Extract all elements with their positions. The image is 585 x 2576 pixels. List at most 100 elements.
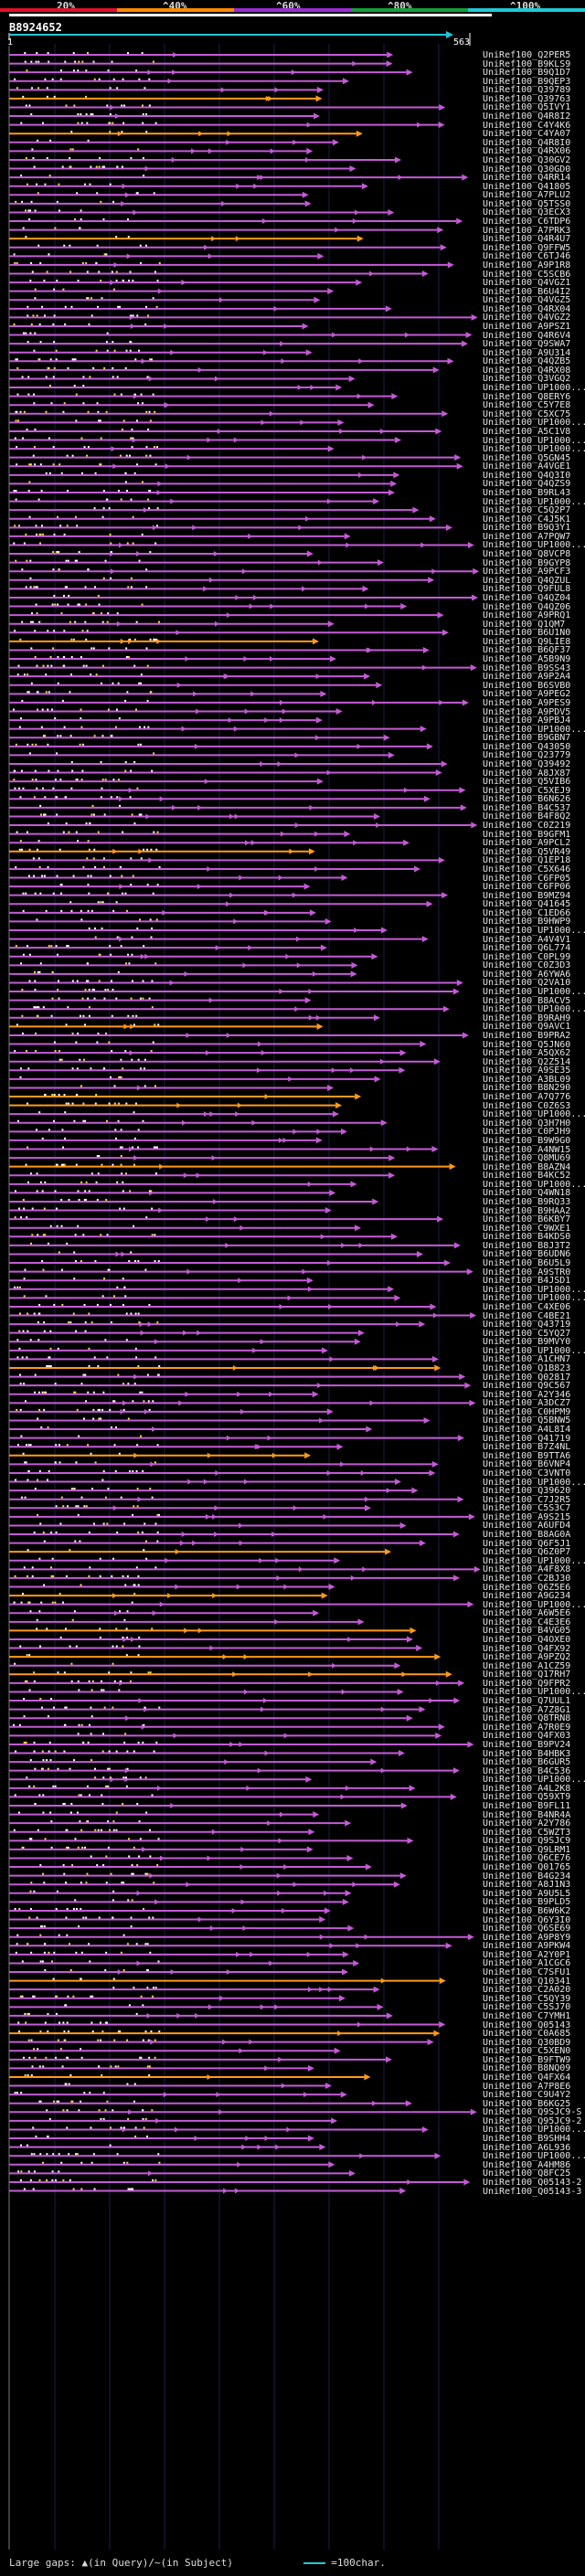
hit-label[interactable]: UniRef100_B6GUR5 <box>483 1757 571 1768</box>
hit-label[interactable]: UniRef100_Q6L774 <box>483 943 571 954</box>
hit-label[interactable]: UniRef100_Q6Y3I0 <box>483 1914 571 1925</box>
hit-label[interactable]: UniRef100_Q43719 <box>483 1320 571 1330</box>
hit-label[interactable]: UniRef100_Q4VGZ2 <box>483 313 571 323</box>
hit-label[interactable]: UniRef100_Q9SJC9-S <box>483 2107 582 2118</box>
hit-label[interactable]: UniRef100_A7R0E9 <box>483 1722 571 1733</box>
hit-label[interactable]: UniRef100_C7SFU1 <box>483 1967 571 1978</box>
hit-label[interactable]: UniRef100_B6U1N0 <box>483 628 571 639</box>
hit-label[interactable]: UniRef100_A9PBJ4 <box>483 716 571 726</box>
hit-label[interactable]: UniRef100_C2BJ30 <box>483 1573 571 1584</box>
hit-label[interactable]: UniRef100_Q2Z514 <box>483 1056 571 1067</box>
hit-label[interactable]: UniRef100_B9Q3Y1 <box>483 523 571 534</box>
hit-label[interactable]: UniRef100_UP1000... <box>483 2151 585 2162</box>
hit-label[interactable]: UniRef100_A8J1N3 <box>483 1880 571 1891</box>
hit-label[interactable]: UniRef100_B9QEP3 <box>483 76 571 87</box>
hit-label[interactable]: UniRef100_B6QF37 <box>483 645 571 656</box>
hit-label[interactable]: UniRef100_C5Q2P7 <box>483 505 571 516</box>
hit-label[interactable]: UniRef100_B9GYP8 <box>483 557 571 568</box>
hit-label[interactable]: UniRef100_A4HM86 <box>483 2159 571 2170</box>
hit-label[interactable]: UniRef100_Q9AVC1 <box>483 1022 571 1033</box>
hit-label[interactable]: UniRef100_UP1000... <box>483 1284 585 1295</box>
hit-label[interactable]: UniRef100_Q43050 <box>483 741 571 752</box>
hit-label[interactable]: UniRef100_Q4FX64 <box>483 2072 571 2083</box>
hit-label[interactable]: UniRef100_C6TDP6 <box>483 217 571 228</box>
hit-label[interactable]: UniRef100_C6FP06 <box>483 882 571 893</box>
hit-label[interactable]: UniRef100_UP1000... <box>483 1345 585 1356</box>
hit-label[interactable]: UniRef100_UP1000... <box>483 1004 585 1015</box>
hit-label[interactable]: UniRef100_A2Y346 <box>483 1389 571 1400</box>
hit-label[interactable]: UniRef100_Q6Z5E6 <box>483 1582 571 1593</box>
hit-label[interactable]: UniRef100_A5C1V8 <box>483 426 571 437</box>
hit-label[interactable]: UniRef100_B6U5L9 <box>483 1258 571 1269</box>
hit-label[interactable]: UniRef100_C6FP05 <box>483 873 571 884</box>
hit-label[interactable]: UniRef100_B9W9G0 <box>483 1135 571 1146</box>
hit-label[interactable]: UniRef100_B4NR4A <box>483 1809 571 1820</box>
hit-label[interactable]: UniRef100_A1CHN7 <box>483 1354 571 1365</box>
hit-label[interactable]: UniRef100_UP1000... <box>483 987 585 998</box>
hit-label[interactable]: UniRef100_UP1000... <box>483 724 585 735</box>
hit-label[interactable]: UniRef100_A9PEG2 <box>483 689 571 700</box>
hit-label[interactable]: UniRef100_Q6CE76 <box>483 1853 571 1864</box>
hit-label[interactable]: UniRef100_Q4R8I0 <box>483 137 571 148</box>
hit-label[interactable]: UniRef100_Q6F5J1 <box>483 1538 571 1549</box>
hit-label[interactable]: UniRef100_B8N290 <box>483 1083 571 1094</box>
hit-label[interactable]: UniRef100_B9PRA2 <box>483 1030 571 1041</box>
hit-label[interactable]: UniRef100_Q3VGQ2 <box>483 374 571 385</box>
hit-label[interactable]: UniRef100_Q4FX03 <box>483 1731 571 1742</box>
hit-label[interactable]: UniRef100_UP1000... <box>483 1687 585 1698</box>
hit-label[interactable]: UniRef100_Q5BNW5 <box>483 1415 571 1426</box>
hit-label[interactable]: UniRef100_A6YWA6 <box>483 969 571 980</box>
hit-label[interactable]: UniRef100_Q3ECX3 <box>483 207 571 218</box>
hit-label[interactable]: UniRef100_A9PZQ2 <box>483 1652 571 1663</box>
hit-label[interactable]: UniRef100_A9P8Y9 <box>483 1932 571 1943</box>
hit-label[interactable]: UniRef100_Q05143-3 <box>483 2186 582 2197</box>
hit-label[interactable]: UniRef100_Q9FUL8 <box>483 584 571 595</box>
hit-label[interactable]: UniRef100_B4KDS0 <box>483 1232 571 1243</box>
hit-label[interactable]: UniRef100_Q4QZB5 <box>483 356 571 367</box>
hit-label[interactable]: UniRef100_Q01765 <box>483 1862 571 1873</box>
hit-label[interactable]: UniRef100_B6KBY7 <box>483 1214 571 1225</box>
hit-label[interactable]: UniRef100_A4VGE1 <box>483 461 571 472</box>
hit-label[interactable]: UniRef100_C1ED66 <box>483 907 571 918</box>
hit-label[interactable]: UniRef100_Q4RX06 <box>483 146 571 157</box>
hit-label[interactable]: UniRef100_Q4FX92 <box>483 1643 571 1654</box>
hit-label[interactable]: UniRef100_A1CZ59 <box>483 1660 571 1671</box>
hit-label[interactable]: UniRef100_B7Z4NL <box>483 1442 571 1453</box>
hit-label[interactable]: UniRef100_Q8VCP8 <box>483 549 571 560</box>
hit-label[interactable]: UniRef100_A7P8E6 <box>483 2081 571 2092</box>
hit-label[interactable]: UniRef100_B9HAA2 <box>483 1205 571 1216</box>
hit-label[interactable]: UniRef100_C2A020 <box>483 1985 571 1996</box>
hit-label[interactable]: UniRef100_A8JX87 <box>483 768 571 779</box>
hit-label[interactable]: UniRef100_C4XE06 <box>483 1301 571 1312</box>
hit-label[interactable]: UniRef100_Q7UUL1 <box>483 1696 571 1707</box>
hit-label[interactable]: UniRef100_B4G234 <box>483 1871 571 1882</box>
hit-label[interactable]: UniRef100_Q4WN18 <box>483 1188 571 1199</box>
hit-label[interactable]: UniRef100_B9FL11 <box>483 1801 571 1811</box>
hit-label[interactable]: UniRef100_C0A685 <box>483 2029 571 2040</box>
hit-label[interactable]: UniRef100_A9S215 <box>483 1511 571 1522</box>
hit-label[interactable]: UniRef100_B4JSD1 <box>483 1276 571 1287</box>
hit-label[interactable]: UniRef100_C9U4Y2 <box>483 2090 571 2101</box>
hit-label[interactable]: UniRef100_UP1000... <box>483 383 585 394</box>
hit-label[interactable]: UniRef100_Q05143-2 <box>483 2177 582 2188</box>
hit-label[interactable]: UniRef100_B9PV24 <box>483 1739 571 1750</box>
hit-label[interactable]: UniRef100_Q39789 <box>483 85 571 96</box>
hit-label[interactable]: UniRef100_UP1000... <box>483 1775 585 1786</box>
hit-label[interactable]: UniRef100_C6TJ46 <box>483 251 571 262</box>
hit-label[interactable]: UniRef100_B6UDN6 <box>483 1249 571 1260</box>
hit-label[interactable]: UniRef100_Q4RR14 <box>483 173 571 184</box>
hit-label[interactable]: UniRef100_C5YQ27 <box>483 1328 571 1339</box>
hit-label[interactable]: UniRef100_UP1000... <box>483 926 585 936</box>
hit-label[interactable]: UniRef100_C5SCB6 <box>483 269 571 280</box>
hit-label[interactable]: UniRef100_A9PRQ1 <box>483 610 571 621</box>
hit-label[interactable]: UniRef100_A9PES9 <box>483 697 571 708</box>
hit-label[interactable]: UniRef100_Q4QZ04 <box>483 592 571 603</box>
hit-label[interactable]: UniRef100_Q9SJC9 <box>483 1836 571 1847</box>
hit-label[interactable]: UniRef100_Q30BD9 <box>483 2037 571 2048</box>
hit-label[interactable]: UniRef100_B8AZN4 <box>483 1161 571 1172</box>
hit-label[interactable]: UniRef100_Q4Q3I0 <box>483 470 571 481</box>
hit-label[interactable]: UniRef100_A7PLU2 <box>483 190 571 201</box>
hit-label[interactable]: UniRef100_C5S3C7 <box>483 1503 571 1514</box>
hit-label[interactable]: UniRef100_Q59XT9 <box>483 1792 571 1803</box>
hit-label[interactable]: UniRef100_Q4R8I2 <box>483 111 571 122</box>
